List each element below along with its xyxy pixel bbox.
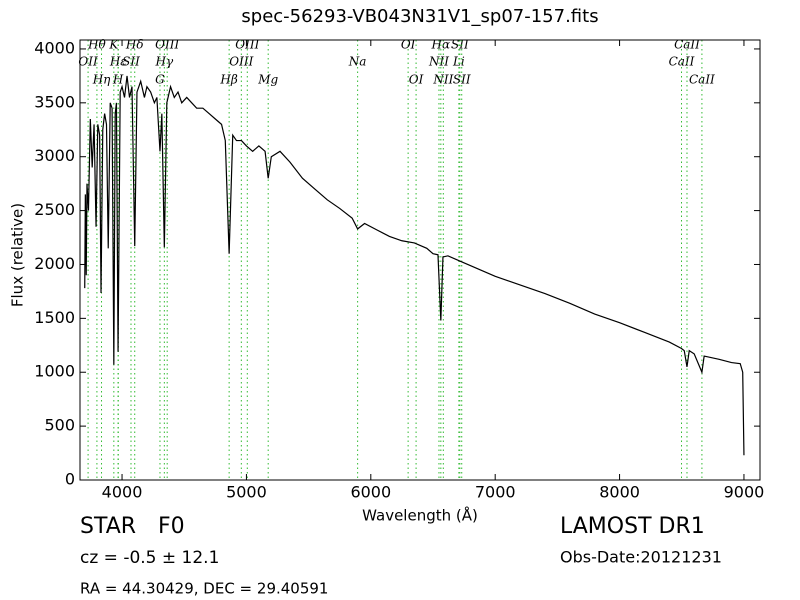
spectral-line-label: Hγ [155,55,174,69]
spectral-line-label: SII [451,38,469,52]
x-tick-label: 8000 [599,483,640,502]
spectral-line-label: H [112,73,124,87]
spectral-line-label: OI [409,73,424,87]
spectral-line-label: OIII [235,38,259,52]
x-tick-label: 6000 [350,483,391,502]
x-tick-label: 7000 [475,483,516,502]
x-tick-label: 5000 [226,483,267,502]
spectral-line-label: Hα [431,38,451,52]
spectral-line-label: Hδ [125,38,144,52]
y-tick-label: 2500 [34,200,75,219]
spectral-line-label: CaII [689,73,715,87]
spectrum-line [84,75,745,456]
spectral-line-label: CaII [674,38,700,52]
spectral-line-label: OIII [155,38,179,52]
y-tick-label: 3500 [34,92,75,111]
object-class: STAR [80,514,136,539]
spectral-line-label: Li [452,55,465,69]
spectral-line-label: SII [453,73,471,87]
object-subclass: F0 [158,514,185,539]
y-tick-label: 4000 [34,38,75,57]
y-tick-label: 1500 [34,308,75,327]
spectral-line-label: Hε [109,55,127,69]
x-tick-label: 4000 [102,483,143,502]
y-tick-label: 1000 [34,362,75,381]
spectral-line-label: K [108,38,119,52]
coordinates: RA = 44.30429, DEC = 29.40591 [80,580,328,598]
spectral-line-label: Hη [92,73,111,87]
x-tick-label: 9000 [724,483,765,502]
y-axis-label: Flux (relative) [9,203,27,307]
spectral-line-label: Hβ [219,73,237,87]
obs-date: Obs-Date:20121231 [560,548,722,567]
velocity: cz = -0.5 ± 12.1 [80,548,219,568]
spectral-line-label: OI [401,38,416,52]
y-tick-label: 3000 [34,146,75,165]
spectral-line-label: SII [122,55,140,69]
chart-title: spec-56293-VB043N31V1_sp07-157.fits [241,6,598,27]
spectral-line-label: Na [348,55,367,69]
x-axis-label: Wavelength (Å) [362,506,478,525]
spectral-line-label: NII [428,55,449,69]
y-tick-label: 500 [44,416,75,435]
spectral-line-label: Mg [257,73,278,87]
y-tick-label: 2000 [34,254,75,273]
spectral-line-label: OIII [229,55,253,69]
spectral-line-label: NII [432,73,453,87]
y-tick-label: 0 [65,470,75,489]
spectral-line-label: CaII [669,55,695,69]
spectral-line-label: G [155,73,165,87]
plot-frame [79,39,761,481]
spectral-line-label: OII [78,55,98,69]
data-release: LAMOST DR1 [560,514,705,539]
